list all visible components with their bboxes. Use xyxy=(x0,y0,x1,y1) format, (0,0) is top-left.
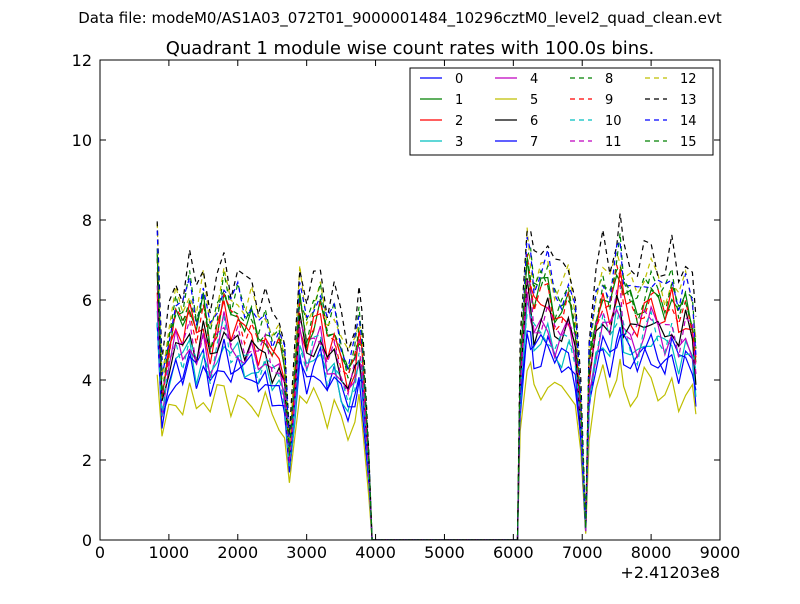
y-tick-label: 8 xyxy=(82,211,92,230)
legend-label-5: 5 xyxy=(530,93,538,108)
legend-label-14: 14 xyxy=(680,114,697,129)
x-tick-label: 2000 xyxy=(217,543,258,562)
legend-label-13: 13 xyxy=(680,93,697,108)
series-line-7 xyxy=(156,322,697,540)
legend-label-12: 12 xyxy=(680,72,697,87)
series-line-9 xyxy=(156,253,697,540)
y-tick-label: 6 xyxy=(82,291,92,310)
x-tick-label: 9000 xyxy=(700,543,741,562)
y-tick-label: 4 xyxy=(82,371,92,390)
legend-label-9: 9 xyxy=(605,93,613,108)
x-tick-label: 7000 xyxy=(562,543,603,562)
legend-label-15: 15 xyxy=(680,135,697,150)
series-line-0 xyxy=(156,323,697,540)
series-line-1 xyxy=(156,248,697,540)
legend-label-1: 1 xyxy=(455,93,463,108)
x-tick-label: 4000 xyxy=(355,543,396,562)
legend-label-8: 8 xyxy=(605,72,613,87)
x-tick-label: 6000 xyxy=(493,543,534,562)
series-line-13 xyxy=(156,213,697,540)
x-tick-label: 8000 xyxy=(631,543,672,562)
series-line-10 xyxy=(156,306,697,540)
legend-label-2: 2 xyxy=(455,114,463,129)
series-line-4 xyxy=(156,292,697,540)
series-line-5 xyxy=(156,358,697,540)
series-line-11 xyxy=(156,276,697,540)
legend-label-4: 4 xyxy=(530,72,538,87)
y-tick-label: 10 xyxy=(72,131,92,150)
y-tick-label: 2 xyxy=(82,451,92,470)
series-line-2 xyxy=(156,268,697,540)
series-layer xyxy=(156,213,697,540)
series-line-8 xyxy=(156,233,697,540)
chart-title: Quadrant 1 module wise count rates with … xyxy=(166,38,655,59)
chart-suptitle: Data file: modeM0/AS1A03_072T01_90000014… xyxy=(78,9,722,28)
x-tick-label: 5000 xyxy=(424,543,465,562)
y-tick-label: 12 xyxy=(72,51,92,70)
y-tick-label: 0 xyxy=(82,531,92,550)
x-tick-label: 0 xyxy=(95,543,105,562)
legend-label-6: 6 xyxy=(530,114,538,129)
legend-label-0: 0 xyxy=(455,72,463,87)
axis-layer: 0 1000 2000 3000 4000 5000 6000 7000 8000 9000 0 2 4… xyxy=(72,51,741,562)
legend-label-10: 10 xyxy=(605,114,622,129)
x-offset-label: +2.41203e8 xyxy=(620,563,720,582)
series-line-3 xyxy=(156,300,697,540)
x-tick-label: 1000 xyxy=(149,543,190,562)
x-tick-label: 3000 xyxy=(286,543,327,562)
legend-label-11: 11 xyxy=(605,135,622,150)
legend-box xyxy=(409,67,714,156)
legend-label-7: 7 xyxy=(530,135,538,150)
legend-label-3: 3 xyxy=(455,135,463,150)
